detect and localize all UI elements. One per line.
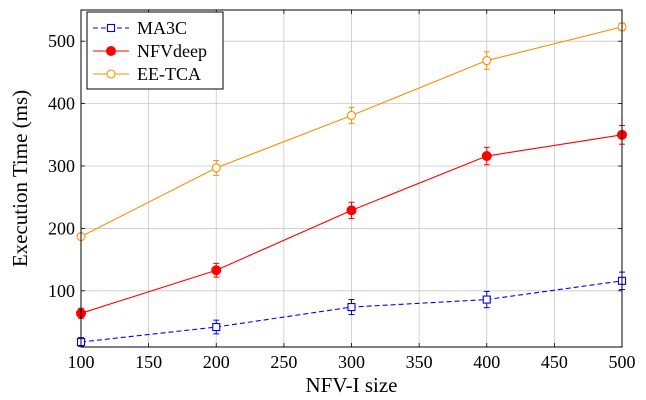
grid-lines bbox=[80, 10, 623, 347]
tick-labels: 100 150 200 250 300 350 400 450 500 100 200 300 400 5… bbox=[48, 31, 636, 372]
data-point bbox=[346, 110, 357, 121]
legend: MA3C NFVdeep EE-TCA bbox=[86, 11, 224, 90]
data-point bbox=[346, 205, 357, 216]
legend-swatch-marker bbox=[106, 46, 116, 56]
x-tick-label: 400 bbox=[473, 352, 500, 372]
x-axis-label: NFV-I size bbox=[306, 373, 398, 397]
y-axis-label: Execution Time (ms) bbox=[8, 90, 32, 267]
legend-swatch-marker bbox=[106, 23, 116, 33]
data-point bbox=[211, 163, 221, 173]
data-point bbox=[482, 55, 492, 66]
y-tick-label: 400 bbox=[48, 94, 75, 114]
legend-label: MA3C bbox=[137, 18, 187, 38]
y-tick-label: 100 bbox=[48, 281, 75, 301]
x-tick-label: 350 bbox=[406, 352, 433, 372]
data-point bbox=[211, 265, 222, 276]
data-point bbox=[347, 303, 356, 312]
x-tick-label: 100 bbox=[68, 352, 95, 372]
data-point bbox=[481, 151, 492, 162]
tick-marks bbox=[80, 10, 623, 347]
data-point bbox=[482, 295, 491, 304]
x-tick-label: 450 bbox=[541, 352, 568, 372]
legend-label: EE-TCA bbox=[137, 64, 201, 84]
legend-label: NFVdeep bbox=[137, 41, 207, 61]
y-tick-label: 200 bbox=[48, 218, 75, 238]
x-tick-label: 300 bbox=[338, 352, 365, 372]
x-tick-label: 250 bbox=[270, 352, 297, 372]
y-tick-label: 500 bbox=[48, 31, 75, 51]
x-tick-label: 150 bbox=[135, 352, 162, 372]
data-point bbox=[212, 322, 221, 332]
x-tick-label: 200 bbox=[203, 352, 230, 372]
x-tick-label: 500 bbox=[609, 352, 636, 372]
y-tick-label: 300 bbox=[48, 156, 75, 176]
legend-swatch-marker bbox=[106, 69, 116, 79]
